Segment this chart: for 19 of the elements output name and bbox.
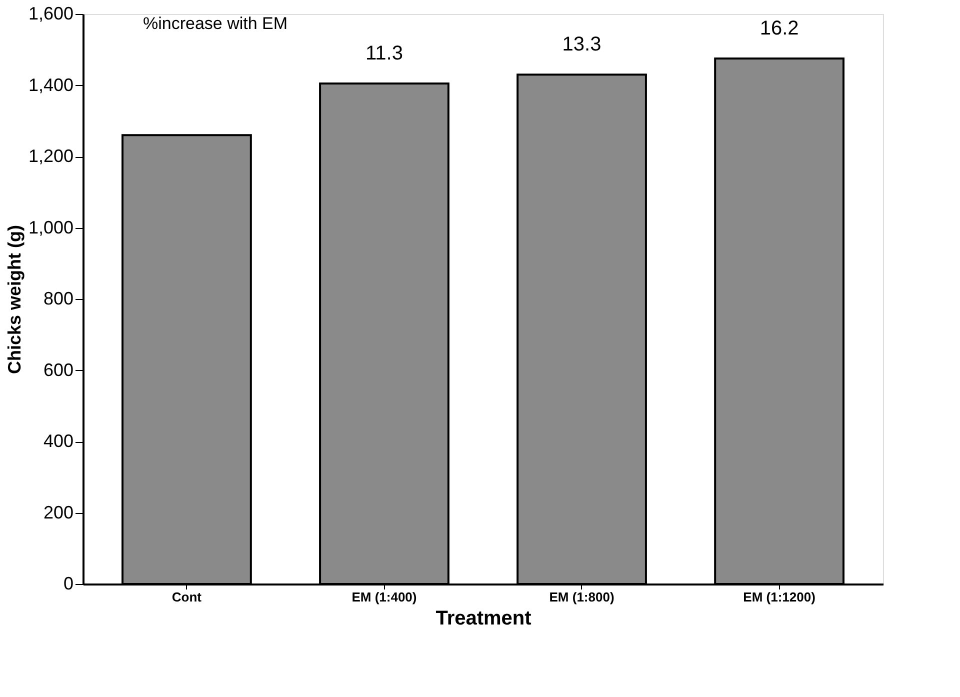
x-tick-label: EM (1:400) bbox=[352, 590, 417, 604]
x-axis-title: Treatment bbox=[436, 608, 532, 630]
y-tick-label: 200 bbox=[43, 502, 74, 522]
y-tick-label: 1,400 bbox=[28, 74, 74, 95]
y-tick-label: 1,200 bbox=[28, 146, 74, 166]
annotation: 11.3 bbox=[366, 42, 403, 64]
y-axis-title: Chicks weight (g) bbox=[4, 224, 24, 374]
annotation: %increase with EM bbox=[143, 14, 288, 33]
x-tick-label: EM (1:800) bbox=[549, 590, 614, 604]
y-tick-label: 0 bbox=[63, 574, 74, 594]
y-tick-label: 1,000 bbox=[28, 217, 74, 238]
y-tick-label: 800 bbox=[43, 288, 74, 308]
y-tick-label: 600 bbox=[43, 360, 74, 380]
annotation: 13.3 bbox=[562, 34, 602, 56]
y-tick-label: 400 bbox=[43, 431, 74, 451]
x-tick-label: Cont bbox=[172, 590, 202, 604]
y-tick-label: 1,600 bbox=[28, 4, 74, 24]
x-tick-label: EM (1:1200) bbox=[743, 590, 816, 604]
annotation: 16.2 bbox=[760, 18, 799, 40]
